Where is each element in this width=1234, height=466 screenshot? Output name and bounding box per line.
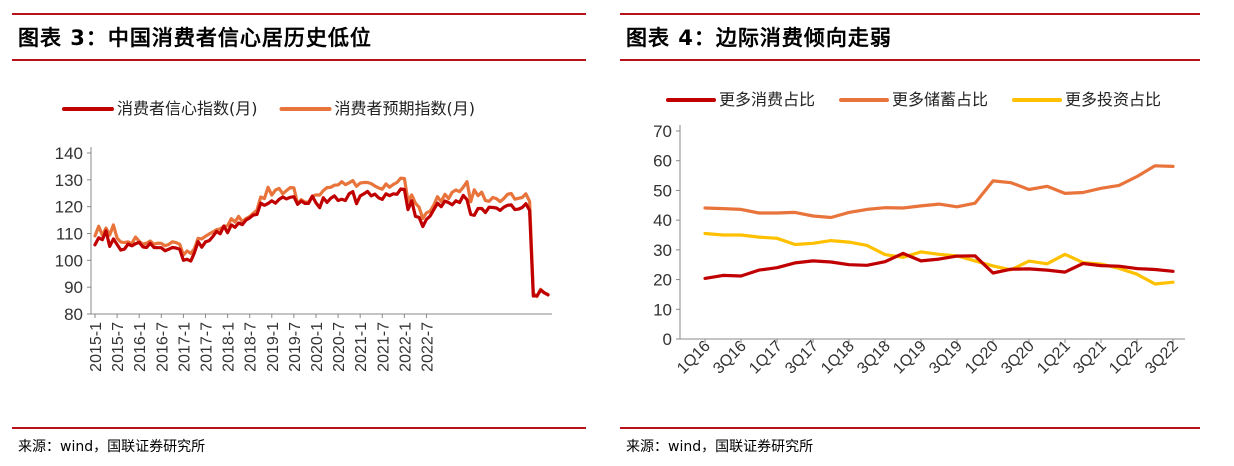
x-tick-label: 3Q21 [1070, 338, 1110, 378]
y-tick-label: 70 [653, 122, 672, 141]
source-note: 来源：wind，国联证券研究所 [626, 439, 814, 455]
legend-label: 消费者预期指数(月) [335, 99, 476, 118]
y-tick-label: 140 [55, 144, 83, 163]
y-tick-label: 130 [55, 171, 83, 190]
bottom-rule [620, 427, 1200, 429]
source-note: 来源：wind，国联证券研究所 [18, 439, 206, 455]
top-rule [620, 13, 1200, 15]
x-tick-label: 1Q21 [1034, 338, 1074, 378]
x-tick-label: 3Q19 [926, 338, 966, 378]
consumer-confidence-chart: 消费者信心指数(月) 消费者预期指数(月) 80 90 100 110 120 130 140 2… [55, 99, 552, 372]
y-tick-label: 90 [64, 278, 83, 297]
series-line [93, 176, 550, 299]
x-tick-label: 2016-7 [154, 322, 171, 372]
x-tick-label: 3Q16 [710, 338, 750, 378]
y-tick-label: 10 [653, 300, 672, 319]
x-tick-label: 2020-1 [309, 322, 326, 372]
x-tick-label: 2018-1 [221, 322, 238, 372]
x-tick-label: 3Q18 [854, 338, 894, 378]
y-tick-label: 120 [55, 198, 83, 217]
x-tick-label: 2016-1 [132, 322, 149, 372]
x-tick-label: 1Q19 [890, 338, 930, 378]
legend-label: 更多储蓄占比 [892, 90, 988, 109]
x-tick-label: 2015-1 [88, 322, 105, 372]
y-tick-label: 60 [653, 152, 672, 171]
x-tick-label: 2021-1 [353, 322, 370, 372]
legend-label: 更多消费占比 [719, 90, 815, 109]
title-rule [620, 59, 1200, 61]
x-tick-label: 2022-1 [397, 322, 414, 372]
y-tick-label: 110 [56, 225, 83, 244]
y-tick-label: 80 [64, 305, 83, 324]
bottom-rule [12, 427, 586, 429]
series-line [703, 251, 1175, 280]
x-tick-label: 1Q17 [746, 338, 786, 378]
legend-label: 更多投资占比 [1065, 90, 1161, 109]
chart-title: 图表 3：中国消费者信心居历史低位 [18, 26, 372, 50]
x-tick-label: 2022-7 [419, 322, 436, 372]
propensity-chart: 更多消费占比 更多储蓄占比 更多投资占比0102030405060701Q163Q1… [653, 90, 1185, 378]
x-tick-label: 2020-7 [331, 322, 348, 372]
y-tick-label: 40 [653, 211, 672, 230]
y-tick-label: 100 [55, 251, 83, 270]
title-rule [12, 59, 586, 61]
chart-title: 图表 4：边际消费倾向走弱 [626, 26, 892, 50]
top-rule [12, 13, 586, 15]
x-tick-label: 2017-7 [198, 322, 215, 372]
left-chart-panel: 图表 3：中国消费者信心居历史低位 消费者信心指数(月) 消费者预期指数(月) 80… [12, 0, 586, 466]
x-tick-label: 2019-1 [265, 322, 282, 372]
x-tick-label: 2015-7 [110, 322, 127, 372]
y-tick-label: 20 [653, 271, 672, 290]
x-tick-label: 1Q16 [674, 338, 714, 378]
legend-label: 消费者信心指数(月) [117, 99, 258, 118]
right-chart-panel: 图表 4：边际消费倾向走弱 更多消费占比 更多储蓄占比 更多投资占比 0 10 20 30 4… [620, 0, 1200, 466]
x-tick-label: 2018-7 [243, 322, 260, 372]
x-tick-label: 3Q20 [998, 338, 1038, 378]
series-line [703, 164, 1175, 220]
x-tick-label: 3Q22 [1142, 338, 1182, 378]
y-tick-label: 30 [653, 241, 672, 260]
x-tick-label: 1Q18 [818, 338, 858, 378]
y-tick-label: 0 [663, 330, 672, 349]
x-tick-label: 2021-7 [375, 322, 392, 372]
x-tick-label: 1Q22 [1106, 338, 1146, 378]
x-tick-label: 1Q20 [962, 338, 1002, 378]
x-tick-label: 2019-7 [287, 322, 304, 372]
x-tick-label: 3Q17 [782, 338, 822, 378]
y-tick-label: 50 [653, 181, 672, 200]
series-line [93, 187, 550, 298]
x-tick-label: 2017-1 [176, 322, 193, 372]
